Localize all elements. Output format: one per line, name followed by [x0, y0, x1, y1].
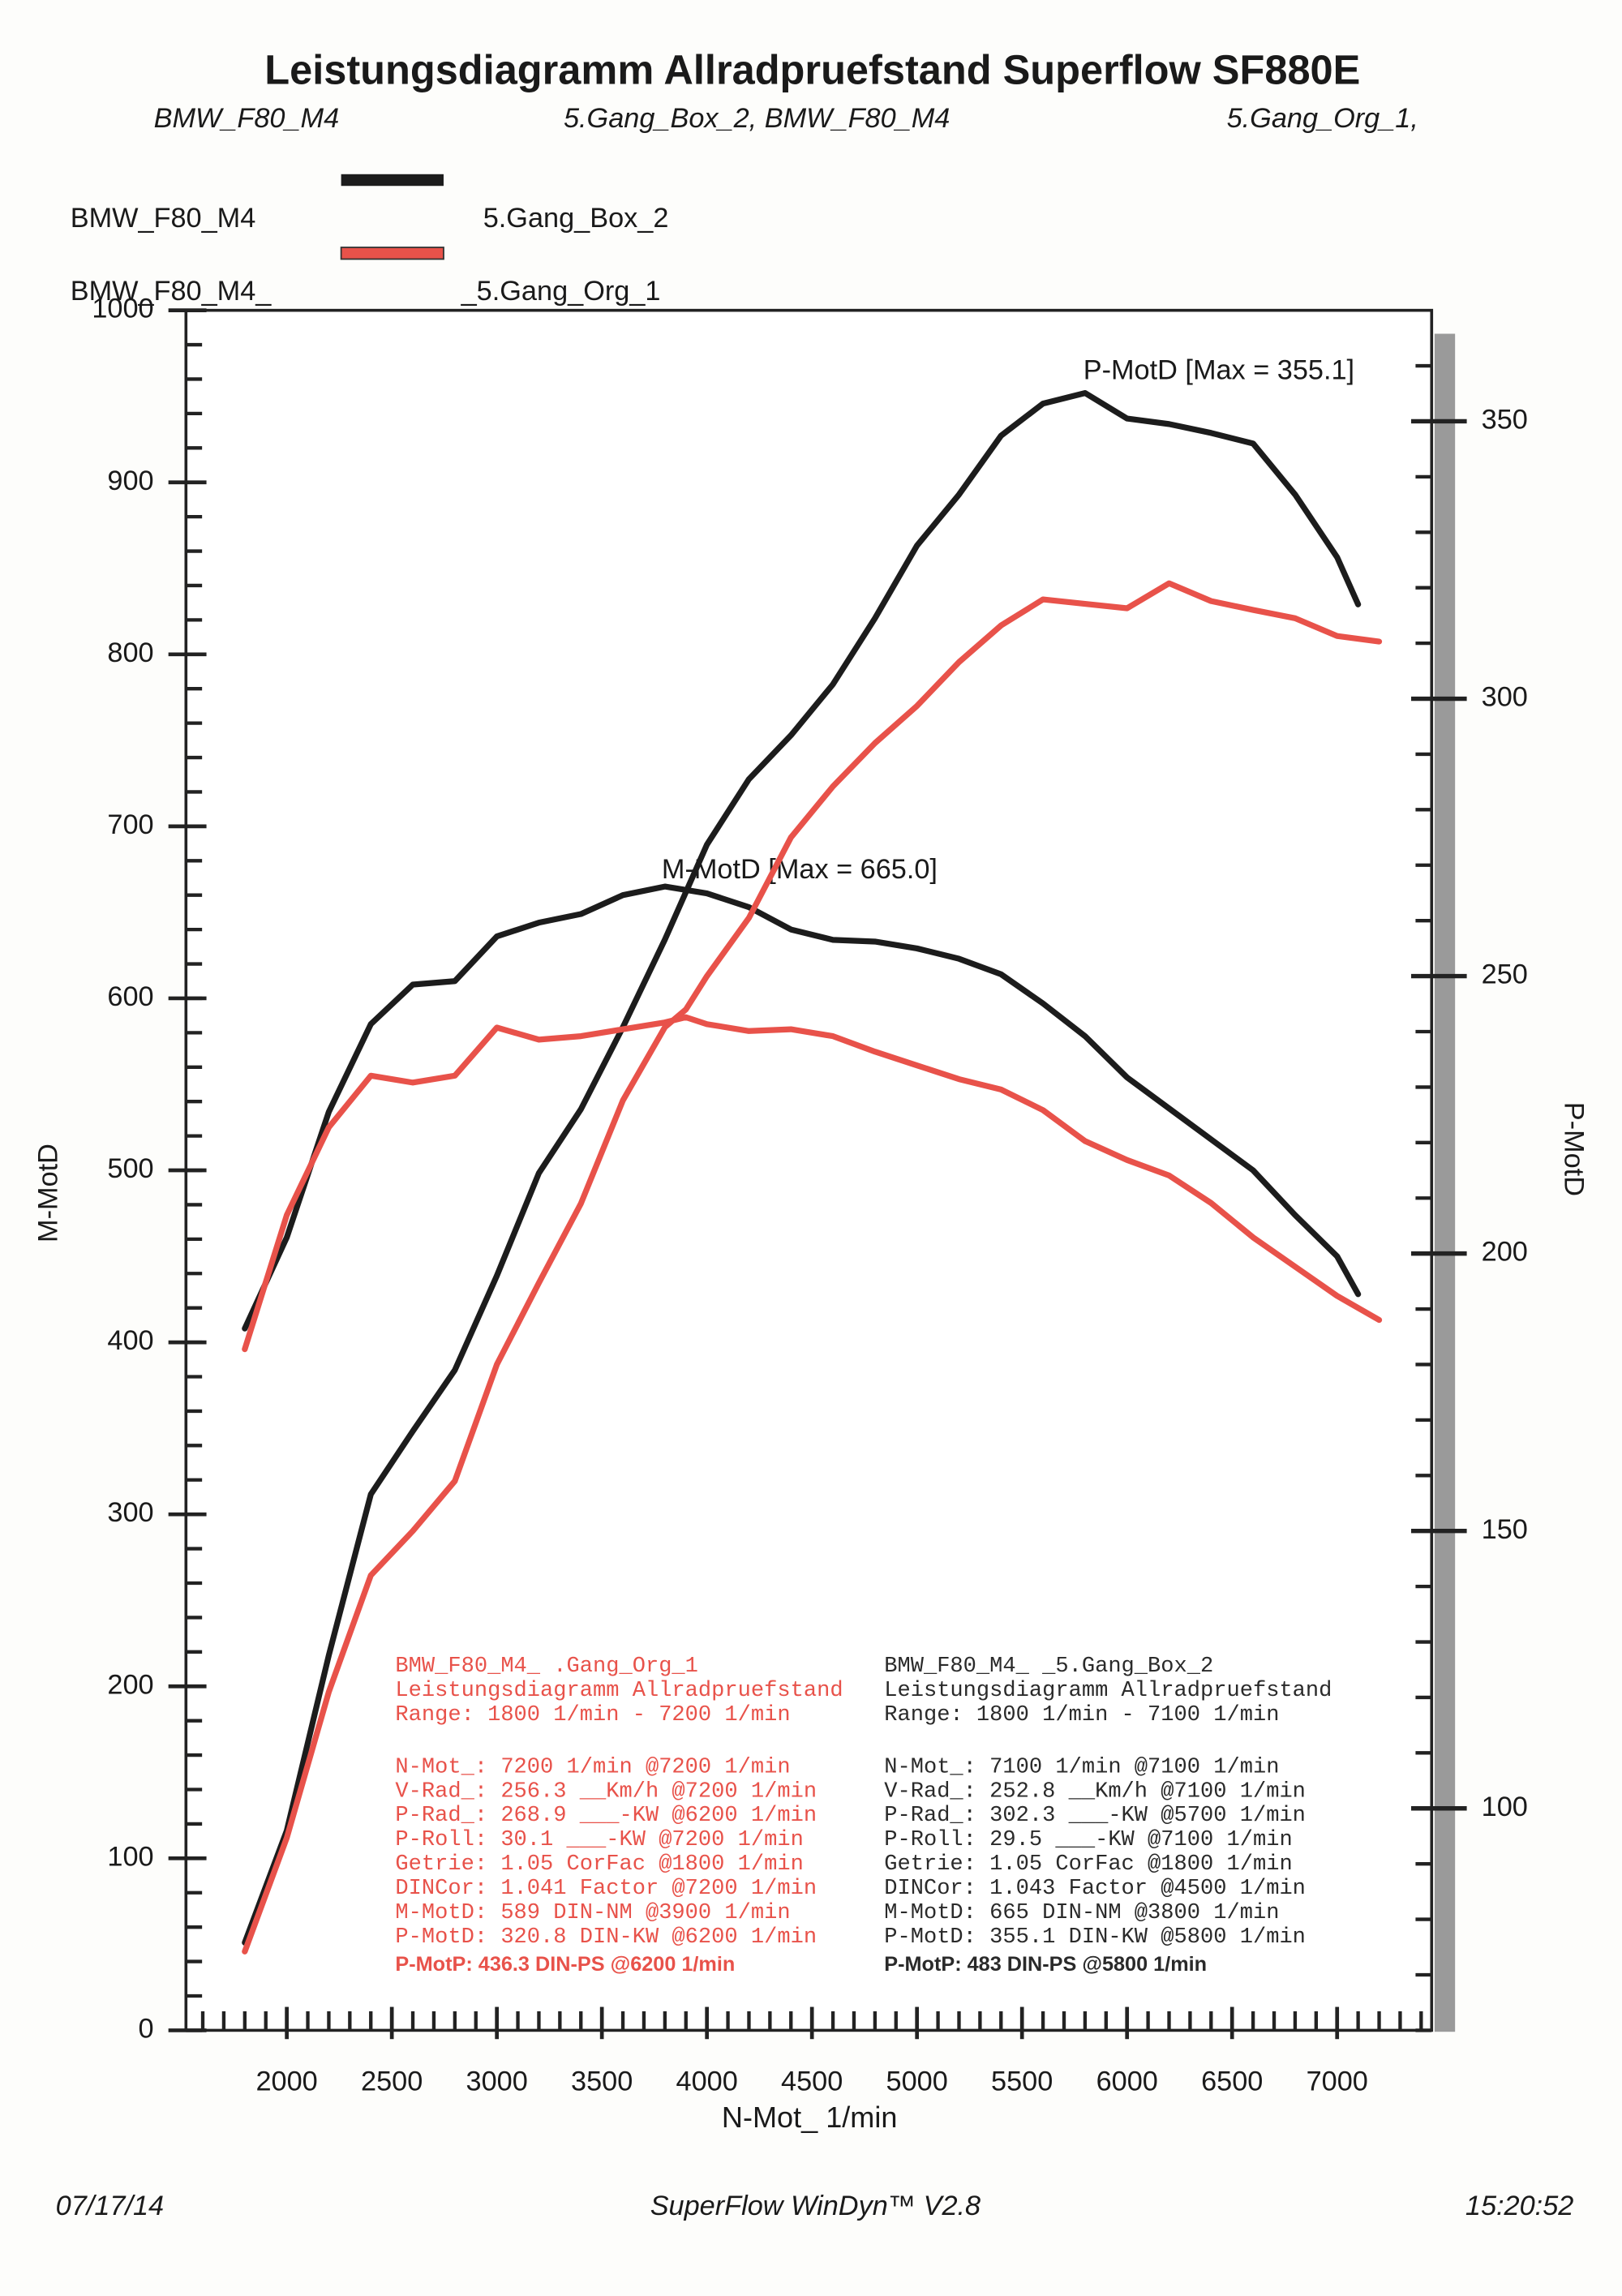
summary-line: Range: 1800 1/min - 7200 1/min [395, 1702, 790, 1727]
x-tick-label: 3500 [571, 2066, 633, 2096]
x-tick-label: 2000 [255, 2066, 317, 2096]
power-line [242, 389, 1362, 1946]
y-tick-label: 400 [107, 1325, 153, 1356]
plot-shadow [1434, 333, 1456, 2032]
x-tick-label: 6500 [1201, 2066, 1263, 2096]
footer-software: SuperFlow WinDyn™ V2.8 [650, 2191, 980, 2221]
summary-line: N-Mot_: 7100 1/min @7100 1/min [884, 1754, 1279, 1779]
summary-line: V-Rad_: 256.3 __Km/h @7200 1/min [395, 1779, 817, 1804]
x-tick-label: 5500 [991, 2066, 1053, 2096]
summary-line: P-Roll: 30.1 ___-KW @7200 1/min [395, 1827, 803, 1852]
footer-date: 07/17/14 [56, 2191, 164, 2221]
legend-name: _5.Gang_Org_1 [461, 276, 661, 307]
summary-line: Range: 1800 1/min - 7100 1/min [884, 1702, 1279, 1727]
summary-line: P-Rad_: 302.3 ___-KW @5700 1/min [884, 1803, 1306, 1828]
y2-tick-label: 100 [1482, 1792, 1528, 1822]
summary-line: N-Mot_: 7200 1/min @7200 1/min [395, 1754, 790, 1779]
legend-swatch [340, 247, 444, 260]
summary-line: P-MotD: 355.1 DIN-KW @5800 1/min [884, 1925, 1306, 1950]
y2-tick-label: 300 [1482, 682, 1528, 713]
header-text: 5.Gang_Org_1, [1227, 103, 1418, 134]
summary-line: BMW_F80_M4_ .Gang_Org_1 [395, 1654, 698, 1679]
x-tick-label: 2500 [361, 2066, 423, 2096]
summary-line: Getrie: 1.05 CorFac @1800 1/min [395, 1852, 803, 1877]
legend-vehicle: BMW_F80_M4 [71, 203, 256, 234]
summary-line: M-MotD: 665 DIN-NM @3800 1/min [884, 1900, 1279, 1925]
summary-line: P-MotP: 483 DIN-PS @5800 1/min [884, 1953, 1207, 1976]
summary-line: DINCor: 1.041 Factor @7200 1/min [395, 1876, 817, 1901]
summary-line: Getrie: 1.05 CorFac @1800 1/min [884, 1852, 1292, 1877]
y2-tick-label: 150 [1482, 1514, 1528, 1545]
power-line [242, 580, 1383, 1955]
summary-line: BMW_F80_M4_ _5.Gang_Box_2 [884, 1654, 1213, 1679]
y-tick-label: 700 [107, 809, 153, 840]
x-tick-label: 4000 [676, 2066, 738, 2096]
x-tick-label: 5000 [886, 2066, 948, 2096]
y2-tick-label: 350 [1482, 405, 1528, 436]
y2-axis-label: P-MotD [1558, 1102, 1589, 1196]
summary-line: Leistungsdiagramm Allradpruefstand [395, 1678, 843, 1703]
summary-line: P-MotP: 436.3 DIN-PS @6200 1/min [395, 1953, 735, 1976]
annotation: M-MotD [Max = 665.0] [662, 854, 938, 885]
annotation: P-MotD [Max = 355.1] [1083, 355, 1354, 386]
footer-time: 15:20:52 [1465, 2191, 1573, 2221]
header-text: 5.Gang_Box_2, BMW_F80_M4 [564, 103, 950, 134]
summary-line: V-Rad_: 252.8 __Km/h @7100 1/min [884, 1779, 1306, 1804]
legend-swatch [341, 174, 444, 187]
legend-name: 5.Gang_Box_2 [483, 203, 669, 234]
y-tick-label: 800 [107, 637, 153, 668]
y-tick-label: 500 [107, 1153, 153, 1184]
y-tick-label: 600 [107, 981, 153, 1012]
chart-title: Leistungsdiagramm Allradpruefstand Super… [264, 47, 1360, 93]
torque-line [242, 883, 1362, 1332]
summary-line: P-Roll: 29.5 ___-KW @7100 1/min [884, 1827, 1292, 1852]
legend-vehicle: BMW_F80_M4_ [71, 276, 272, 307]
summary-line: M-MotD: 589 DIN-NM @3900 1/min [395, 1900, 790, 1925]
summary-line: DINCor: 1.043 Factor @4500 1/min [884, 1876, 1306, 1901]
x-tick-label: 3000 [466, 2066, 528, 2096]
y2-tick-label: 250 [1482, 959, 1528, 990]
y2-tick-label: 200 [1482, 1237, 1528, 1268]
summary-line: P-MotD: 320.8 DIN-KW @6200 1/min [395, 1925, 817, 1950]
summary-line: Leistungsdiagramm Allradpruefstand [884, 1678, 1332, 1703]
y-tick-label: 0 [139, 2013, 154, 2044]
x-axis-label: N-Mot_ 1/min [722, 2101, 898, 2134]
y-tick-label: 900 [107, 466, 153, 496]
torque-line [242, 1014, 1383, 1353]
header-text: BMW_F80_M4 [154, 103, 340, 134]
x-tick-label: 7000 [1307, 2066, 1368, 2096]
y-tick-label: 1000 [92, 294, 153, 324]
y-axis-label: M-MotD [33, 1144, 64, 1242]
x-tick-label: 4500 [781, 2066, 843, 2096]
y-tick-label: 100 [107, 1841, 153, 1872]
y-tick-label: 200 [107, 1669, 153, 1700]
summary-line: P-Rad_: 268.9 ___-KW @6200 1/min [395, 1803, 817, 1828]
plot-frame [184, 308, 1434, 2032]
y-tick-label: 300 [107, 1497, 153, 1528]
x-tick-label: 6000 [1096, 2066, 1158, 2096]
